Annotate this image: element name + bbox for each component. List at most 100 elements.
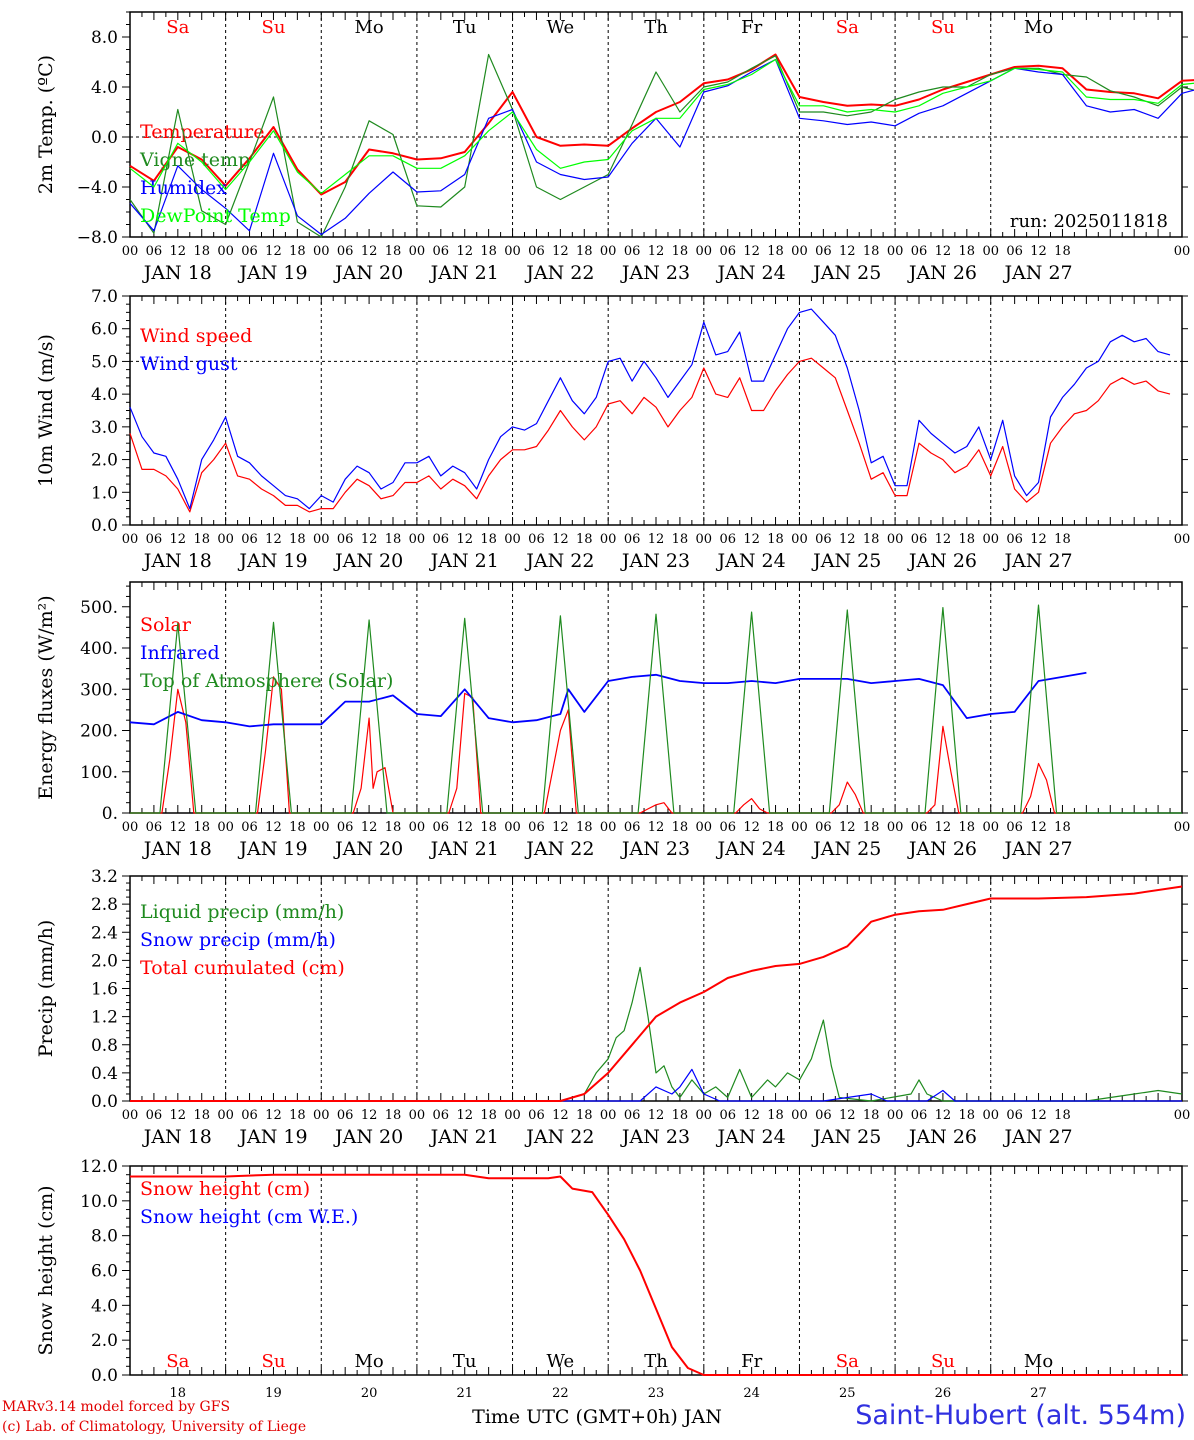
date-label: JAN 21: [429, 550, 499, 572]
series-line: [129, 671, 1087, 728]
date-label: JAN 23: [620, 550, 690, 572]
y-tick-label: 4.0: [91, 1296, 118, 1316]
date-label: JAN 27: [1002, 838, 1072, 860]
date-label: JAN 23: [620, 262, 690, 284]
hour-label: 12: [265, 820, 282, 835]
hour-label: 00: [504, 1108, 521, 1123]
hour-label: 00: [217, 1108, 234, 1123]
panel-frame: [129, 11, 1183, 238]
hour-label: 12: [265, 244, 282, 259]
hour-label: 12: [1030, 1108, 1047, 1123]
hour-label: 12: [361, 244, 378, 259]
hour-label: 18: [959, 244, 976, 259]
hour-label: 00: [122, 532, 139, 547]
hour-label: 00: [887, 1108, 904, 1123]
hour-label: 06: [911, 820, 928, 835]
run-label: run: 2025011818: [1010, 211, 1168, 232]
date-label: JAN 19: [237, 262, 307, 284]
y-tick-label: 4.0: [91, 78, 118, 98]
y-tick-label: 3.2: [91, 867, 118, 887]
date-label: JAN 23: [620, 838, 690, 860]
day-name: Mo: [354, 17, 383, 38]
hour-label: 18: [767, 532, 784, 547]
series-line: [130, 885, 1183, 1102]
hour-label: 06: [241, 532, 258, 547]
hour-label: 06: [624, 244, 641, 259]
hour-label: 12: [743, 820, 760, 835]
date-label: JAN 27: [1002, 1126, 1072, 1148]
day-name: Th: [644, 17, 668, 38]
hour-label: 00: [1174, 1108, 1191, 1123]
hour-label: 18: [289, 1108, 306, 1123]
series-line: [130, 1173, 1182, 1376]
hour-label: 18: [863, 244, 880, 259]
y-tick-label: 2.0: [91, 951, 118, 971]
hour-label: 00: [982, 1108, 999, 1123]
hour-label: 00: [887, 532, 904, 547]
hour-label: 12: [456, 1108, 473, 1123]
hour-label: 00: [791, 1108, 808, 1123]
hour-label: 00: [696, 244, 713, 259]
day-number: 18: [170, 1386, 187, 1401]
hour-label: 18: [1054, 820, 1071, 835]
hour-label: 00: [1174, 532, 1191, 547]
hour-label: 06: [719, 1108, 736, 1123]
hour-label: 18: [480, 820, 497, 835]
date-label: JAN 24: [716, 1126, 786, 1148]
series-line: [130, 1068, 1182, 1102]
hour-label: 00: [600, 532, 617, 547]
day-name: Su: [261, 1351, 285, 1372]
day-number: 23: [648, 1386, 665, 1401]
legend-entry: Vigne temp: [139, 149, 250, 171]
date-label: JAN 27: [1002, 550, 1072, 572]
date-label: JAN 20: [333, 262, 403, 284]
date-label: JAN 23: [620, 1126, 690, 1148]
hour-label: 00: [313, 244, 330, 259]
hour-label: 18: [480, 1108, 497, 1123]
hour-label: 18: [672, 532, 689, 547]
day-name: Sa: [166, 1351, 189, 1372]
day-number: 20: [361, 1386, 378, 1401]
y-axis-label: 2m Temp. (ºC): [35, 55, 57, 194]
date-label: JAN 24: [716, 838, 786, 860]
date-label: JAN 19: [237, 838, 307, 860]
hour-label: 12: [648, 1108, 665, 1123]
hour-label: 18: [959, 532, 976, 547]
station-title: Saint-Hubert (alt. 554m): [855, 1400, 1186, 1431]
date-label: JAN 18: [142, 1126, 212, 1148]
hour-label: 00: [600, 820, 617, 835]
y-tick-label: 1.2: [91, 1008, 118, 1028]
hour-label: 12: [456, 244, 473, 259]
date-label: JAN 19: [237, 550, 307, 572]
hour-label: 06: [911, 532, 928, 547]
hour-label: 18: [767, 1108, 784, 1123]
hour-label: 06: [337, 820, 354, 835]
hour-label: 00: [504, 820, 521, 835]
date-label: JAN 26: [907, 1126, 977, 1148]
y-tick-label: 8.0: [91, 28, 118, 48]
legend-entry: Liquid precip (mm/h): [140, 901, 344, 923]
y-tick-label: 400.: [80, 639, 118, 659]
hour-label: 00: [696, 820, 713, 835]
legend-entry: Humidex: [140, 177, 227, 199]
hour-label: 12: [839, 244, 856, 259]
y-tick-label: 10.0: [80, 1192, 118, 1212]
series-line: [129, 58, 1194, 194]
date-label: JAN 21: [429, 1126, 499, 1148]
hour-label: 00: [504, 532, 521, 547]
legend-entry: Temperature: [140, 121, 264, 143]
panel-4: 0.0 0.4 0.8 1.2 1.6 2.0 2.4 2.8 3.2 Precip (mm/h)…: [35, 867, 1190, 1148]
y-tick-label: 0.0: [91, 516, 118, 536]
day-name: Su: [261, 17, 285, 38]
hour-label: 06: [1006, 532, 1023, 547]
hour-label: 06: [337, 532, 354, 547]
hour-label: 12: [839, 1108, 856, 1123]
hour-label: 06: [433, 820, 450, 835]
day-number: 22: [552, 1386, 569, 1401]
hour-label: 06: [911, 1108, 928, 1123]
y-tick-label: 500.: [80, 598, 118, 618]
y-tick-label: 0.0: [91, 1366, 118, 1386]
day-number: 27: [1030, 1386, 1047, 1401]
legend-entry: Wind speed: [140, 325, 252, 347]
